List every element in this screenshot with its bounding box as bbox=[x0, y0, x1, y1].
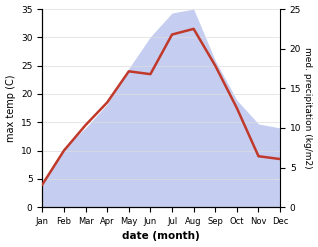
X-axis label: date (month): date (month) bbox=[122, 231, 200, 242]
Y-axis label: med. precipitation (kg/m2): med. precipitation (kg/m2) bbox=[303, 47, 313, 169]
Y-axis label: max temp (C): max temp (C) bbox=[5, 74, 16, 142]
